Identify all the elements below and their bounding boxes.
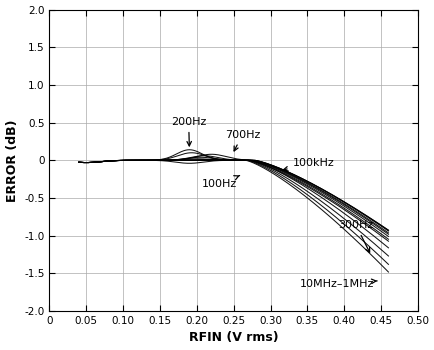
Text: 300Hz: 300Hz xyxy=(338,220,373,252)
Text: 100Hz: 100Hz xyxy=(201,175,239,189)
Text: 100kHz: 100kHz xyxy=(283,158,334,171)
X-axis label: RFIN (V rms): RFIN (V rms) xyxy=(188,331,278,344)
Text: 700Hz: 700Hz xyxy=(224,130,260,151)
Text: 200Hz: 200Hz xyxy=(171,117,206,146)
Y-axis label: ERROR (dB): ERROR (dB) xyxy=(6,119,19,202)
Text: 10MHz–1MHz: 10MHz–1MHz xyxy=(299,279,376,289)
